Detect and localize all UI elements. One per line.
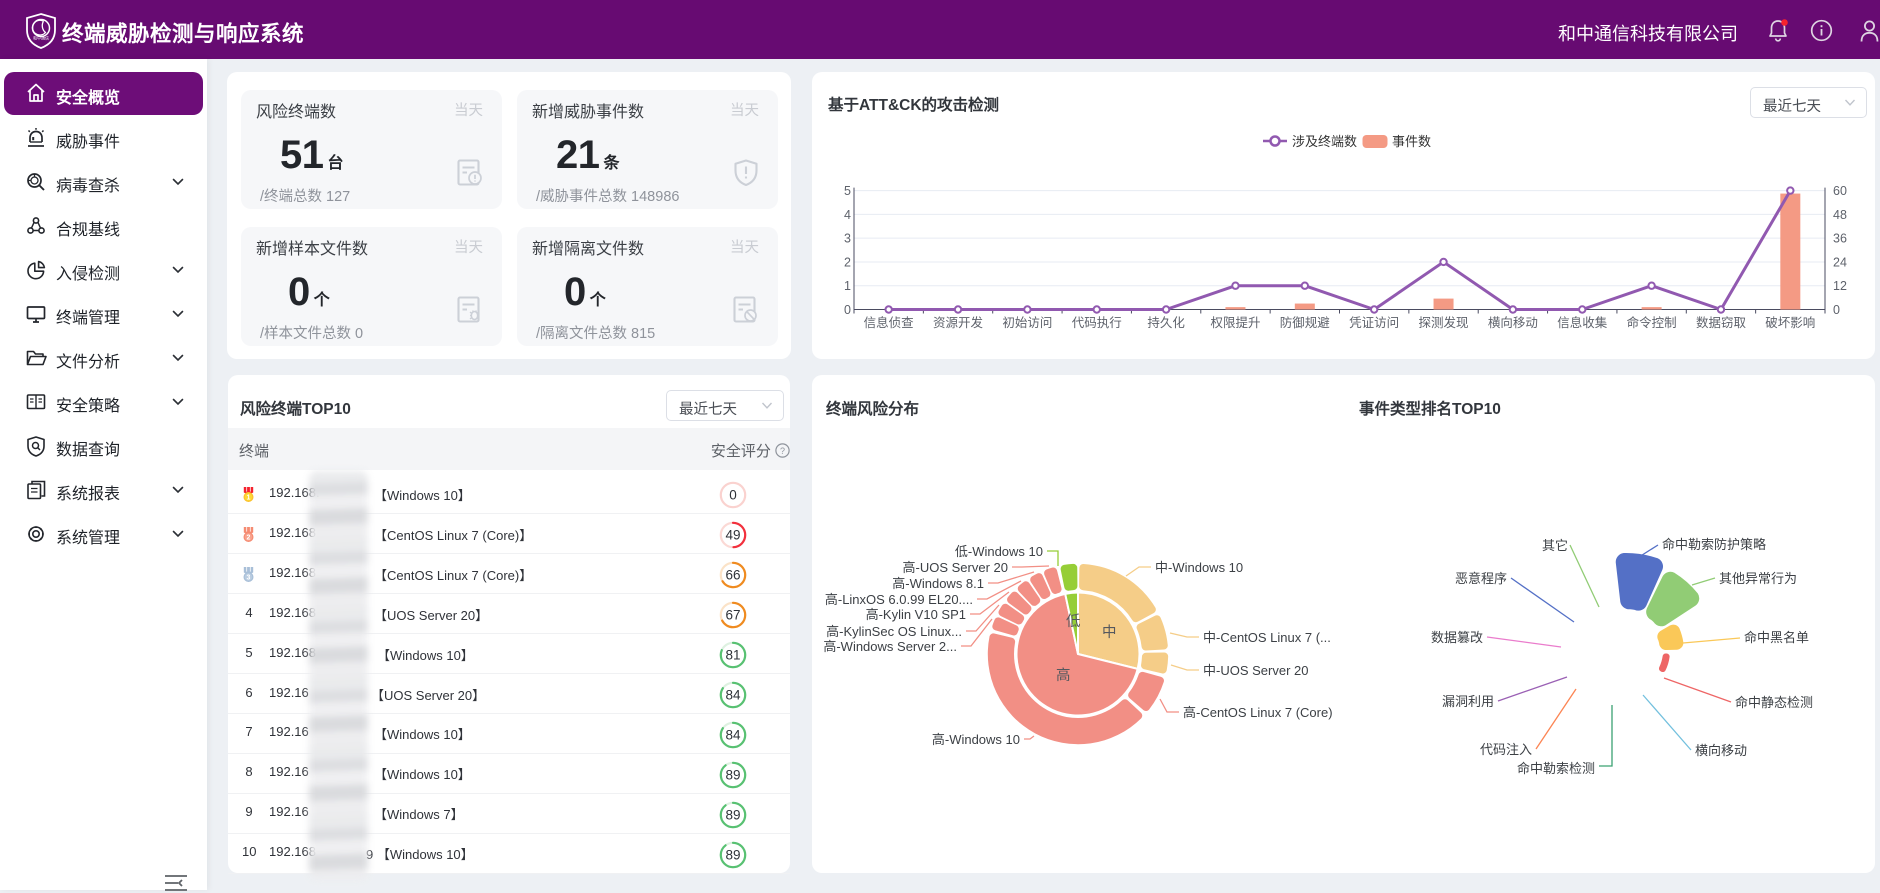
svg-text:48: 48 — [1833, 208, 1847, 222]
svg-text:低: 低 — [1066, 613, 1081, 630]
svg-text:其它: 其它 — [1542, 538, 1568, 553]
svg-text:0: 0 — [729, 488, 737, 503]
svg-text:89: 89 — [725, 767, 740, 782]
svg-text:81: 81 — [725, 648, 740, 663]
svg-text:代码注入: 代码注入 — [1480, 742, 1532, 757]
svg-text:89: 89 — [725, 807, 740, 822]
svg-text:权限提升: 权限提升 — [1210, 315, 1260, 330]
svg-text:命中静态检测: 命中静态检测 — [1735, 695, 1813, 710]
svg-text:67: 67 — [725, 608, 740, 623]
svg-text:和中通信: 和中通信 — [33, 35, 49, 41]
svg-text:中-Windows 10: 中-Windows 10 — [1155, 560, 1243, 575]
svg-text:中-CentOS Linux 7 (...: 中-CentOS Linux 7 (... — [1203, 630, 1331, 645]
svg-text:3: 3 — [844, 232, 851, 246]
svg-text:命中勒索检测: 命中勒索检测 — [1517, 761, 1595, 776]
svg-text:破坏影响: 破坏影响 — [1765, 315, 1815, 330]
svg-text:0: 0 — [844, 303, 851, 317]
svg-text:高-Windows Server 2...: 高-Windows Server 2... — [823, 639, 957, 654]
svg-text:命中勒索防护策略: 命中勒索防护策略 — [1662, 537, 1766, 552]
svg-text:凭证访问: 凭证访问 — [1349, 315, 1399, 330]
svg-text:初始访问: 初始访问 — [1002, 316, 1052, 330]
svg-text:其他异常行为: 其他异常行为 — [1719, 571, 1797, 586]
svg-text:代码执行: 代码执行 — [1072, 316, 1122, 330]
svg-text:5: 5 — [844, 184, 851, 198]
svg-text:低-Windows 10: 低-Windows 10 — [955, 544, 1043, 559]
svg-text:24: 24 — [1833, 255, 1847, 269]
svg-text:?: ? — [780, 446, 785, 456]
svg-text:1: 1 — [844, 279, 851, 293]
svg-text:66: 66 — [725, 568, 740, 583]
svg-text:高-Windows 10: 高-Windows 10 — [932, 732, 1020, 747]
svg-text:中: 中 — [1102, 624, 1117, 641]
svg-text:高-KylinSec OS Linux...: 高-KylinSec OS Linux... — [826, 624, 962, 639]
svg-text:0: 0 — [1833, 303, 1840, 317]
svg-text:命令控制: 命令控制 — [1627, 315, 1677, 330]
svg-text:信息侦查: 信息侦查 — [864, 315, 915, 330]
svg-text:高-UOS Server 20: 高-UOS Server 20 — [903, 560, 1008, 575]
svg-text:高-CentOS Linux 7 (Core): 高-CentOS Linux 7 (Core) — [1183, 705, 1333, 720]
svg-text:高: 高 — [1056, 667, 1071, 684]
svg-text:信息收集: 信息收集 — [1557, 315, 1608, 330]
svg-text:恶意程序: 恶意程序 — [1455, 571, 1507, 586]
svg-text:横向移动: 横向移动 — [1695, 743, 1747, 758]
svg-text:84: 84 — [725, 688, 741, 703]
svg-text:横向移动: 横向移动 — [1488, 315, 1538, 330]
svg-text:数据篡改: 数据篡改 — [1431, 630, 1483, 645]
svg-text:2: 2 — [247, 535, 251, 542]
svg-text:2: 2 — [844, 255, 851, 269]
svg-text:中-UOS Server 20: 中-UOS Server 20 — [1203, 663, 1308, 678]
svg-text:12: 12 — [1833, 279, 1847, 293]
svg-text:60: 60 — [1833, 184, 1847, 198]
svg-text:持久化: 持久化 — [1147, 315, 1185, 330]
svg-text:高-Kylin V10 SP1: 高-Kylin V10 SP1 — [866, 607, 966, 622]
svg-text:高-LinxOS 6.0.99 EL20....: 高-LinxOS 6.0.99 EL20.... — [825, 592, 973, 607]
svg-text:涉及终端数: 涉及终端数 — [1292, 134, 1357, 149]
svg-text:资源开发: 资源开发 — [933, 315, 984, 330]
svg-text:事件数: 事件数 — [1392, 134, 1431, 149]
svg-text:36: 36 — [1833, 232, 1847, 246]
svg-text:84: 84 — [725, 727, 741, 742]
svg-text:高-Windows 8.1: 高-Windows 8.1 — [892, 576, 984, 591]
svg-text:探测发现: 探测发现 — [1419, 315, 1469, 330]
svg-text:89: 89 — [725, 847, 740, 862]
svg-text:4: 4 — [844, 208, 851, 222]
svg-text:1: 1 — [247, 495, 251, 502]
svg-text:数据窃取: 数据窃取 — [1696, 315, 1747, 330]
svg-text:3: 3 — [247, 575, 251, 582]
svg-text:命中黑名单: 命中黑名单 — [1744, 630, 1809, 645]
svg-text:防御规避: 防御规避 — [1280, 315, 1331, 330]
svg-text:漏洞利用: 漏洞利用 — [1442, 694, 1494, 709]
svg-text:49: 49 — [725, 528, 740, 543]
